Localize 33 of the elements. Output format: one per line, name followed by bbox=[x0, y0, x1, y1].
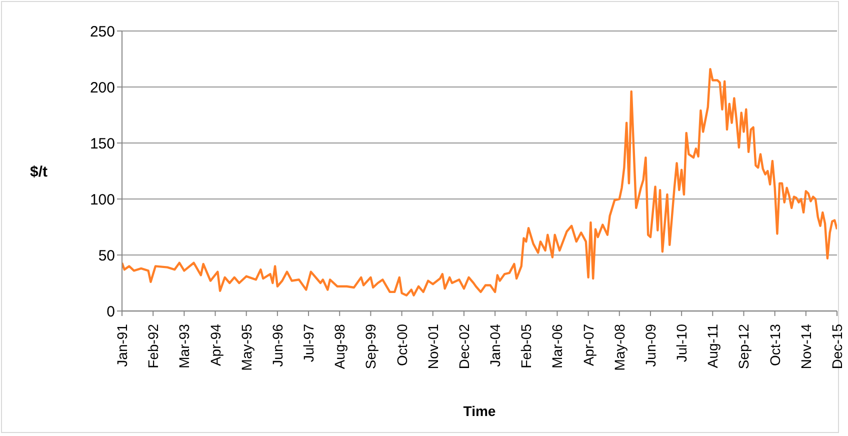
x-tick-label: Apr-07 bbox=[580, 324, 596, 366]
x-tick-label: May-95 bbox=[238, 324, 254, 371]
x-tick-label: Nov-14 bbox=[798, 324, 814, 370]
x-tick-label: Jul-97 bbox=[300, 324, 317, 362]
y-tick-label: 100 bbox=[90, 191, 115, 208]
x-tick-label: Dec-02 bbox=[456, 324, 472, 370]
y-tick-label: 250 bbox=[90, 23, 115, 40]
x-tick-label: Jan-91 bbox=[114, 324, 130, 367]
x-tick-label: Sep-99 bbox=[362, 324, 379, 370]
x-tick-label: Nov-01 bbox=[424, 324, 441, 370]
x-tick-label: Mar-93 bbox=[176, 324, 192, 368]
y-tick-label: 150 bbox=[90, 135, 115, 152]
y-tick-label: 50 bbox=[98, 247, 115, 264]
x-tick-label: Aug-11 bbox=[704, 324, 721, 368]
x-tick-label: Jan-04 bbox=[487, 324, 504, 367]
x-tick-label: Oct-13 bbox=[766, 324, 783, 366]
x-tick-label: Aug-98 bbox=[332, 324, 348, 370]
x-tick-label: Feb-05 bbox=[518, 324, 534, 368]
x-tick-label: Jul-10 bbox=[674, 324, 690, 362]
x-tick-label: Jun-96 bbox=[269, 324, 286, 367]
x-tick-label: Oct-00 bbox=[394, 324, 410, 366]
x-tick-label: Jun-09 bbox=[642, 324, 658, 367]
x-tick-label: Mar-06 bbox=[549, 324, 566, 368]
y-tick-label: 200 bbox=[90, 79, 115, 96]
x-tick-label: Feb-92 bbox=[145, 324, 162, 368]
y-axis-title: $/t bbox=[30, 163, 48, 180]
x-tick-label: Apr-94 bbox=[207, 324, 224, 366]
x-tick-label: May-08 bbox=[611, 324, 628, 371]
y-tick-label: 0 bbox=[106, 303, 115, 320]
line-series bbox=[122, 68, 837, 296]
x-axis-title: Time bbox=[463, 403, 496, 419]
x-tick-label: Sep-12 bbox=[736, 324, 752, 370]
x-tick-label: Dec-15 bbox=[829, 324, 845, 370]
